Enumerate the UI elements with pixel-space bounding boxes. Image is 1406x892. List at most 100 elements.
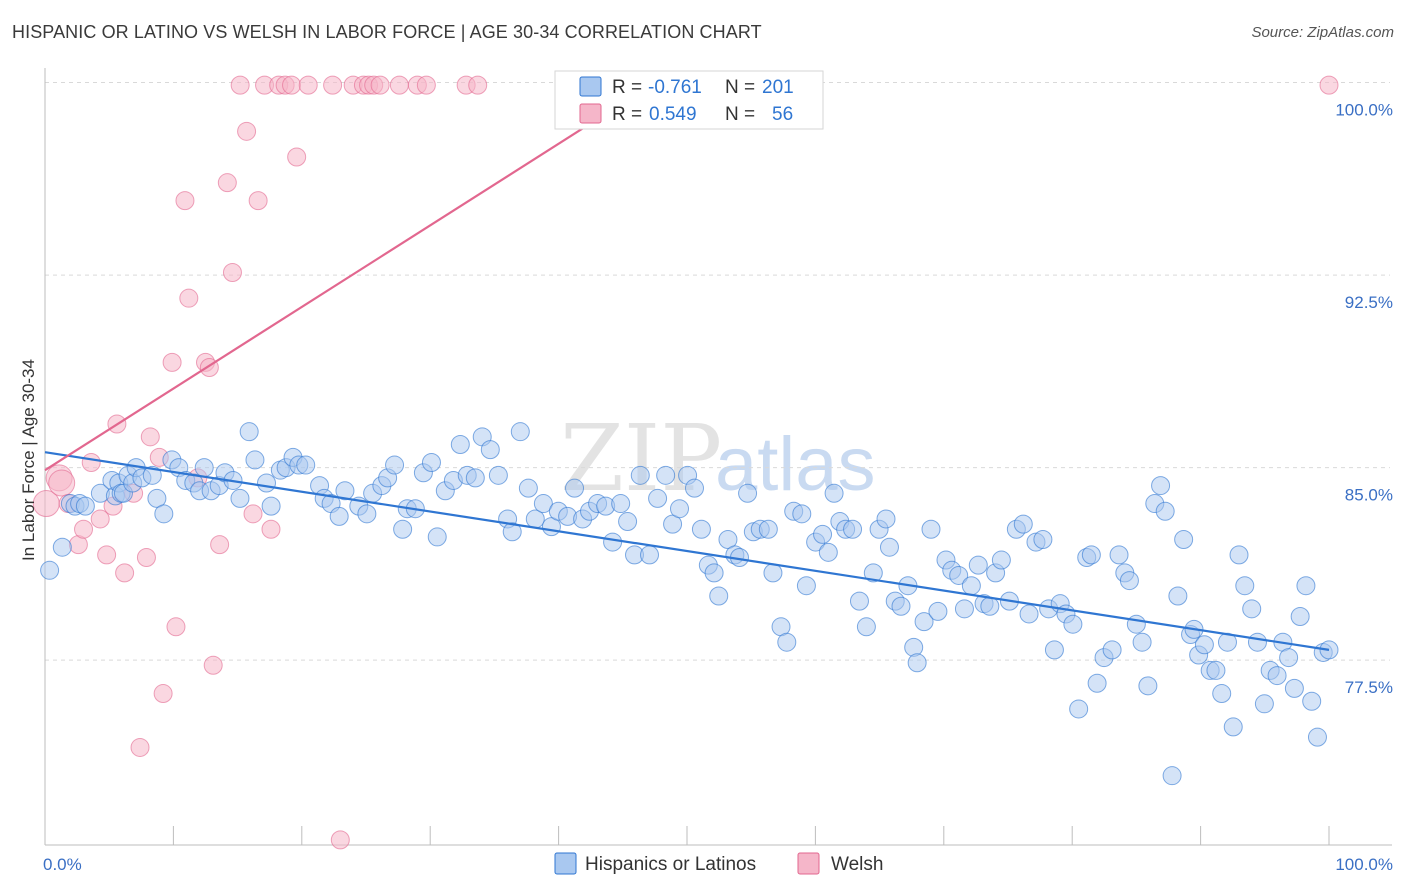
hispanic-point — [813, 524, 833, 544]
welsh-point — [323, 75, 343, 95]
hispanic-point — [618, 512, 638, 532]
hispanic-point — [488, 465, 508, 485]
legend-r-value-2: 0.549 — [649, 104, 697, 125]
hispanic-point — [1229, 545, 1249, 565]
source-label: Source: ZipAtlas.com — [1251, 24, 1394, 41]
hispanic-point — [393, 519, 413, 539]
hispanic-point — [1126, 614, 1146, 634]
hispanic-point — [670, 499, 690, 519]
hispanic-point — [1087, 673, 1107, 693]
hispanic-point — [518, 478, 538, 498]
hispanic-point — [1119, 571, 1139, 591]
hispanic-point — [1284, 678, 1304, 698]
hispanic-point — [856, 617, 876, 637]
hispanic-point — [1290, 607, 1310, 627]
hispanic-point — [154, 504, 174, 524]
welsh-point — [217, 173, 237, 193]
welsh-point — [48, 469, 76, 497]
welsh-point — [287, 147, 307, 167]
hispanic-point — [1247, 632, 1267, 652]
hispanic-point — [565, 478, 585, 498]
welsh-trend-line — [44, 81, 656, 472]
legend-swatch-blue — [579, 76, 602, 97]
hispanic-points — [40, 422, 1339, 786]
hispanic-point — [533, 494, 553, 514]
welsh-point — [130, 737, 150, 757]
hispanic-point — [968, 555, 988, 575]
welsh-point — [222, 263, 242, 283]
welsh-point — [140, 427, 160, 447]
hispanic-point — [1102, 640, 1122, 660]
hispanic-point — [914, 612, 934, 632]
hispanic-point — [843, 519, 863, 539]
hispanic-point — [1235, 576, 1255, 596]
legend-n-value-1: 201 — [762, 77, 794, 98]
axes — [44, 68, 1392, 846]
hispanic-trend-line — [44, 451, 1330, 651]
welsh-point — [74, 519, 94, 539]
hispanic-point — [763, 563, 783, 583]
y-tick-label-2: 92.5% — [1345, 293, 1393, 312]
chart-title: HISPANIC OR LATINO VS WELSH IN LABOR FOR… — [12, 22, 762, 42]
hispanic-point — [849, 591, 869, 611]
hispanic-point — [75, 496, 95, 516]
welsh-point — [248, 191, 268, 211]
welsh-point — [175, 191, 195, 211]
hispanic-point — [261, 496, 281, 516]
hispanic-point — [796, 576, 816, 596]
hispanic-point — [792, 504, 812, 524]
hispanic-point — [1151, 476, 1171, 496]
hispanic-point — [1155, 501, 1175, 521]
hispanic-point — [480, 440, 500, 460]
series-legend: Hispanics or Latinos Welsh — [554, 852, 883, 875]
legend-n-value-2: 56 — [772, 104, 793, 125]
hispanic-point — [465, 468, 485, 488]
hispanic-point — [656, 465, 676, 485]
hispanic-point — [329, 506, 349, 526]
hispanic-point — [907, 653, 927, 673]
hispanic-point — [1109, 545, 1129, 565]
y-tick-label-0: 77.5% — [1345, 678, 1393, 697]
series-swatch-hispanic — [554, 852, 577, 875]
hispanic-point — [1267, 666, 1287, 686]
hispanic-point — [245, 450, 265, 470]
series-label-hispanic: Hispanics or Latinos — [585, 854, 756, 875]
hispanic-point — [818, 542, 838, 562]
hispanic-point — [1174, 530, 1194, 550]
hispanic-point — [357, 504, 377, 524]
hispanic-point — [648, 488, 668, 508]
hispanic-point — [611, 494, 631, 514]
legend-r-label-1: R = — [612, 77, 642, 98]
hispanic-point — [863, 563, 883, 583]
hispanic-point — [954, 599, 974, 619]
legend-n-label-1: N = — [725, 77, 755, 98]
tick-labels: 77.5% 85.0% 92.5% 100.0% 0.0% 100.0% — [43, 101, 1393, 874]
welsh-point — [115, 563, 135, 583]
welsh-point — [162, 352, 182, 372]
legend-r-value-1: -0.761 — [648, 77, 702, 98]
hispanic-point — [1138, 676, 1158, 696]
hispanic-point — [239, 422, 259, 442]
hispanic-point — [421, 452, 441, 472]
hispanic-point — [921, 519, 941, 539]
hispanic-point — [1044, 640, 1064, 660]
hispanic-point — [230, 488, 250, 508]
welsh-point — [90, 509, 110, 529]
welsh-point — [179, 288, 199, 308]
legend-r-label-2: R = — [612, 104, 642, 125]
welsh-point — [298, 75, 318, 95]
welsh-point — [261, 519, 281, 539]
hispanic-point — [640, 545, 660, 565]
hispanic-point — [904, 637, 924, 657]
hispanic-point — [1254, 694, 1274, 714]
hispanic-point — [1194, 635, 1214, 655]
welsh-point — [416, 75, 436, 95]
hispanic-point — [1063, 614, 1083, 634]
y-axis-title: In Labor Force | Age 30-34 — [19, 359, 38, 561]
hispanic-point — [450, 435, 470, 455]
welsh-point — [166, 617, 186, 637]
hispanic-point — [1081, 545, 1101, 565]
welsh-points — [32, 75, 1339, 850]
hispanic-point — [52, 537, 72, 557]
